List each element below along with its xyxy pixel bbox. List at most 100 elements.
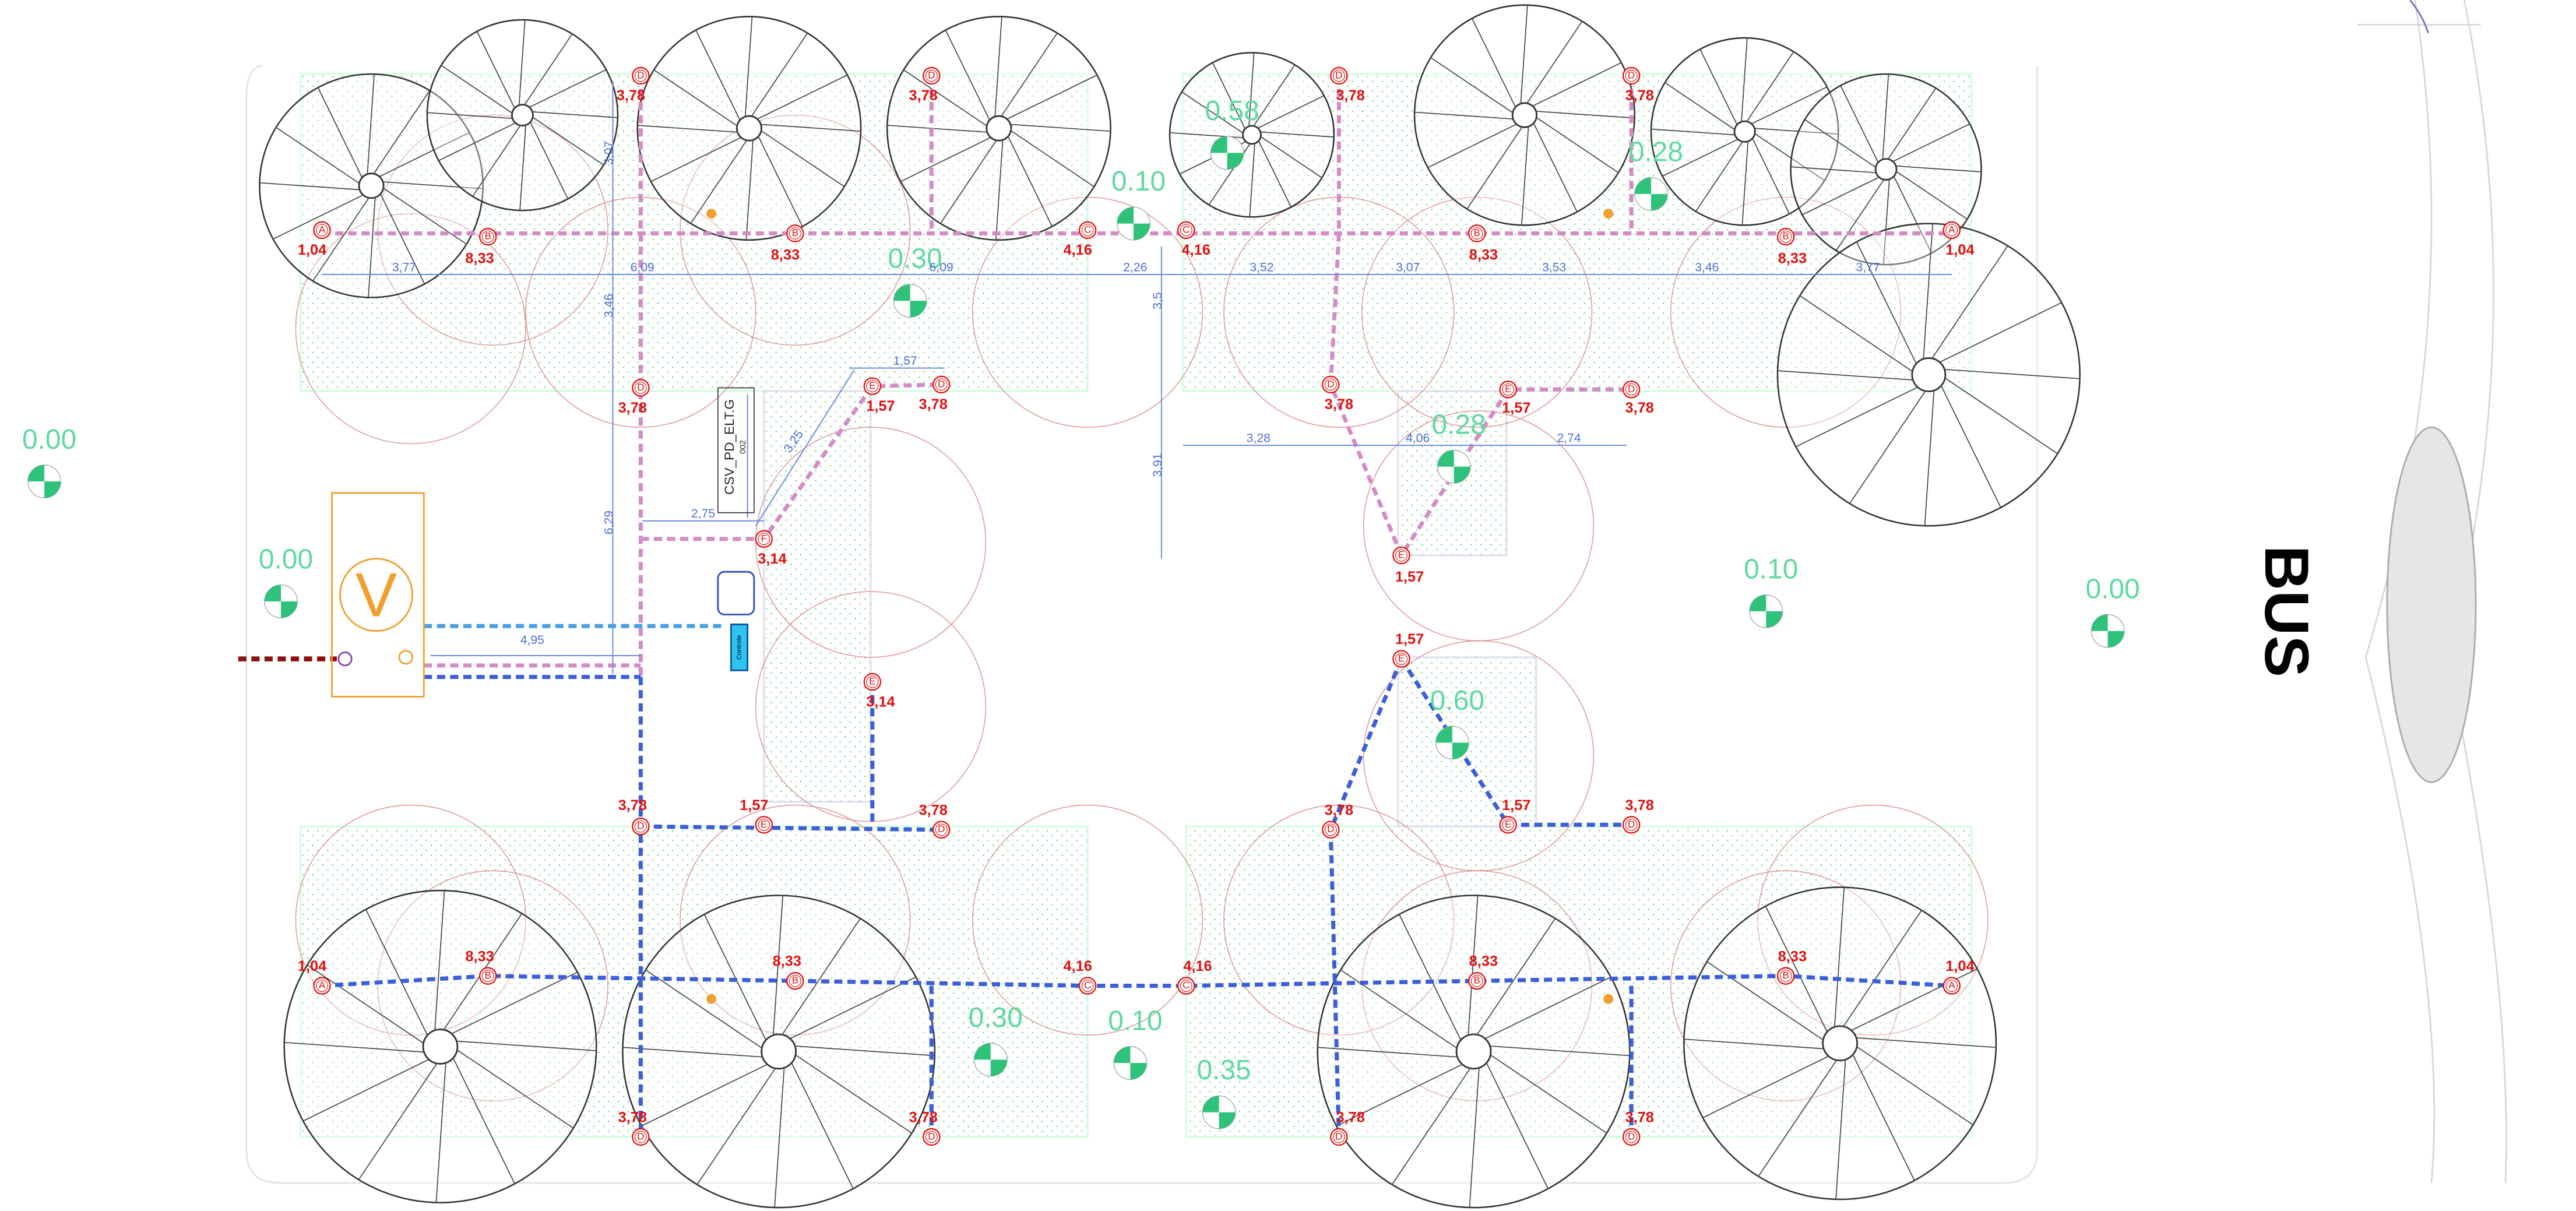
dimension-label: 6,09 xyxy=(930,260,953,274)
page: {"labels":{"bus":"BUS","v":"V","panel":"… xyxy=(0,0,2576,1211)
luminaire-value: 8,33 xyxy=(1778,948,1807,964)
luminaire-value: 3,78 xyxy=(1625,87,1654,104)
tree-trunk xyxy=(1912,358,1945,391)
luminaire-value: 8,33 xyxy=(465,948,494,964)
bus-label: BUS xyxy=(2252,545,2322,677)
luminaire-value: 8,33 xyxy=(773,953,801,970)
junction xyxy=(706,994,716,1004)
luminaire-value: 3,78 xyxy=(1625,400,1654,416)
tree-trunk xyxy=(737,116,761,140)
luminaire-value: 3,78 xyxy=(617,87,645,104)
lux-value: 0.10 xyxy=(1111,166,1166,197)
luminaire-value: 4,16 xyxy=(1181,242,1210,258)
dimension-label: 3,53 xyxy=(1542,260,1566,274)
luminaire-letter: D xyxy=(637,382,644,393)
luminaire-letter: D xyxy=(928,69,935,80)
tree-trunk xyxy=(762,1034,796,1069)
lux-value: 0.60 xyxy=(1430,685,1484,716)
lux-value: 0.28 xyxy=(1432,409,1486,440)
luminaire-value: 3,14 xyxy=(866,693,895,710)
luminaire-value: 1,57 xyxy=(866,398,895,414)
tree-trunk xyxy=(359,174,383,198)
luminaire-value: 3,78 xyxy=(1325,802,1353,818)
planter xyxy=(764,391,871,802)
dimension-label: 1,57 xyxy=(893,354,917,368)
dimension-label: 3,46 xyxy=(602,294,615,318)
luminaire-value: 3,78 xyxy=(618,400,647,416)
luminaire-value: 1,04 xyxy=(1945,242,1974,258)
junction xyxy=(1603,994,1613,1004)
luminaire-value: 1,57 xyxy=(1395,631,1424,647)
tree-trunk xyxy=(1243,126,1261,144)
luminaire-value: 3,78 xyxy=(1325,396,1353,413)
luminaire-letter: B xyxy=(485,231,491,242)
tree-trunk xyxy=(1823,1026,1857,1061)
luminaire-letter: D xyxy=(1628,1131,1635,1142)
luminaire-letter: B xyxy=(792,227,798,238)
lux-value: 0.10 xyxy=(1744,554,1798,585)
tree-trunk xyxy=(1512,103,1537,128)
luminaire-value: 1,57 xyxy=(1395,569,1424,585)
luminaire-value: 8,33 xyxy=(771,247,800,263)
dimension-label: 3,5 xyxy=(1151,292,1164,309)
luminaire-letter: D xyxy=(1628,819,1635,830)
luminaire-letter: E xyxy=(869,676,875,687)
luminaire-value: 1,57 xyxy=(1502,400,1530,416)
luminaire-letter: B xyxy=(1782,970,1789,981)
luminaire-value: 8,33 xyxy=(1778,250,1807,266)
lux-value: 0.10 xyxy=(1108,1006,1162,1037)
dimension-label: 2,74 xyxy=(1557,432,1581,445)
luminaire-letter: D xyxy=(637,1131,644,1142)
dimension-label: 3,52 xyxy=(1250,260,1273,274)
luminaire-letter: D xyxy=(1327,823,1334,835)
luminaire-letter: C xyxy=(1183,224,1190,235)
luminaire-value: 3,78 xyxy=(1336,87,1364,104)
dimension-label: 3,77 xyxy=(1856,260,1880,274)
luminaire-letter: A xyxy=(319,980,326,991)
luminaire-letter: B xyxy=(1782,231,1789,242)
luminaire-letter: D xyxy=(1628,69,1635,80)
luminaire-letter: B xyxy=(485,970,491,981)
cabinet-label: V xyxy=(356,560,397,630)
luminaire-value: 1,04 xyxy=(298,958,326,974)
luminaire-letter: E xyxy=(1398,549,1405,560)
luminaire-value: 3,78 xyxy=(919,802,947,818)
lux-value: 0.00 xyxy=(22,424,76,455)
controller xyxy=(718,572,754,614)
lux-value: 0.28 xyxy=(1629,136,1683,167)
tree-trunk xyxy=(1734,121,1755,142)
lux-value: 0.00 xyxy=(259,544,313,575)
dimension-label: 2,75 xyxy=(691,507,715,520)
luminaire-letter: A xyxy=(1948,980,1955,991)
dimension-label: 4,06 xyxy=(1406,432,1430,445)
luminaire-value: 3,14 xyxy=(758,551,786,567)
tree-trunk xyxy=(1875,159,1896,180)
luminaire-value: 4,16 xyxy=(1064,242,1092,258)
luminaire-value: 4,16 xyxy=(1064,958,1092,974)
tree-trunk xyxy=(423,1029,458,1064)
luminaire-letter: D xyxy=(1335,1131,1342,1142)
luminaire-letter: D xyxy=(928,1131,935,1142)
luminaire-letter: D xyxy=(1335,69,1342,80)
luminaire-letter: E xyxy=(761,819,767,830)
luminaire-letter: E xyxy=(1505,819,1511,830)
tree-trunk xyxy=(987,116,1011,140)
luminaire-letter: D xyxy=(1628,383,1635,395)
dimension-label: 3,28 xyxy=(1247,432,1271,445)
luminaire-value: 8,33 xyxy=(465,250,494,266)
luminaire-letter: D xyxy=(1327,378,1334,389)
luminaire-value: 3,78 xyxy=(909,1110,938,1126)
luminaire-letter: C xyxy=(1183,980,1190,991)
luminaire-letter: A xyxy=(1948,224,1955,235)
lux-value: 0.00 xyxy=(2085,573,2139,604)
luminaire-value: 4,16 xyxy=(1183,958,1212,974)
junction xyxy=(706,209,716,219)
lux-value: 0.35 xyxy=(1196,1055,1251,1086)
luminaire-letter: B xyxy=(1474,975,1480,986)
dimension-label: 3,07 xyxy=(602,141,615,165)
luminaire-value: 8,33 xyxy=(1469,247,1498,263)
tree-trunk xyxy=(1456,1034,1491,1069)
lux-value: 0.58 xyxy=(1205,96,1259,126)
luminaire-letter: B xyxy=(792,975,798,986)
luminaire-value: 1,57 xyxy=(1502,797,1530,814)
